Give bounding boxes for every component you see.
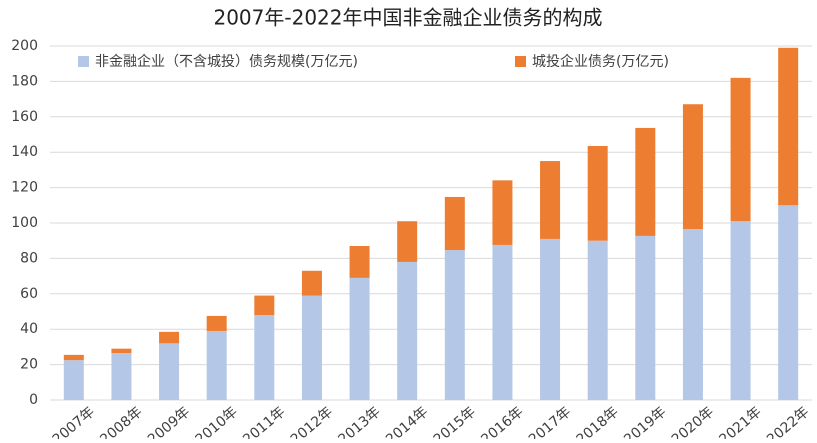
y-tick-label: 140 (11, 144, 38, 160)
bar-segment (301, 270, 322, 296)
bar-segment (159, 343, 180, 400)
legend-label: 非金融企业（不含城投）债务规模(万亿元) (95, 53, 358, 70)
bar-segment (540, 238, 561, 400)
x-tick-label: 2018年 (574, 404, 622, 439)
bar-segment (254, 295, 275, 316)
bar-segment (492, 180, 513, 245)
bar-segment (159, 331, 180, 344)
bar-segment (730, 221, 751, 400)
y-tick-label: 160 (11, 109, 38, 125)
bar-segment (492, 244, 513, 400)
x-tick-label: 2013年 (335, 404, 383, 439)
bar-segment (587, 240, 608, 400)
y-tick-label: 20 (20, 357, 38, 373)
bar-segment (111, 348, 132, 354)
bar-segment (63, 360, 84, 400)
y-tick-label: 60 (20, 286, 38, 302)
bar-segment (111, 353, 132, 400)
bar-segment (778, 205, 799, 400)
bar-segment (349, 277, 370, 400)
bar-segment (349, 246, 370, 278)
y-tick-label: 0 (29, 392, 38, 408)
bar-segment (63, 354, 84, 361)
x-tick-label: 2015年 (431, 404, 479, 439)
bar-segment (444, 250, 465, 400)
bar-segment (730, 77, 751, 222)
y-tick-label: 180 (11, 73, 38, 89)
x-tick-label: 2007年 (50, 404, 98, 439)
x-tick-label: 2019年 (621, 404, 669, 439)
bar-segment (397, 261, 418, 400)
y-tick-label: 100 (11, 215, 38, 231)
bar-segment (444, 196, 465, 251)
bar-segment (540, 161, 561, 239)
x-tick-label: 2021年 (716, 404, 764, 439)
bar-segment (682, 104, 703, 230)
x-tick-label: 2008年 (97, 404, 145, 439)
legend-label: 城投企业债务(万亿元) (532, 53, 669, 70)
bar-segment (778, 47, 799, 206)
bar-segment (635, 235, 656, 400)
chart-title: 2007年-2022年中国非金融企业债务的构成 (213, 6, 602, 30)
x-tick-label: 2012年 (288, 404, 336, 439)
x-tick-label: 2022年 (764, 404, 812, 439)
bar-segment (397, 221, 418, 262)
x-tick-label: 2010年 (193, 404, 241, 439)
bar-segment (587, 146, 608, 241)
y-tick-label: 120 (11, 180, 38, 196)
x-tick-label: 2009年 (145, 404, 193, 439)
y-tick-label: 200 (11, 38, 38, 54)
legend-swatch (515, 56, 526, 67)
bar-segment (254, 315, 275, 400)
x-tick-label: 2011年 (240, 404, 288, 439)
y-tick-label: 40 (20, 321, 38, 337)
x-tick-label: 2020年 (669, 404, 717, 439)
bar-segment (206, 330, 227, 400)
x-tick-label: 2016年 (478, 404, 526, 439)
bar-segment (301, 295, 322, 400)
y-tick-label: 80 (20, 250, 38, 266)
bar-segment (635, 127, 656, 236)
x-tick-label: 2017年 (526, 404, 574, 439)
x-tick-label: 2014年 (383, 404, 431, 439)
legend-swatch (78, 56, 89, 67)
bar-segment (206, 315, 227, 331)
bar-segment (682, 229, 703, 400)
